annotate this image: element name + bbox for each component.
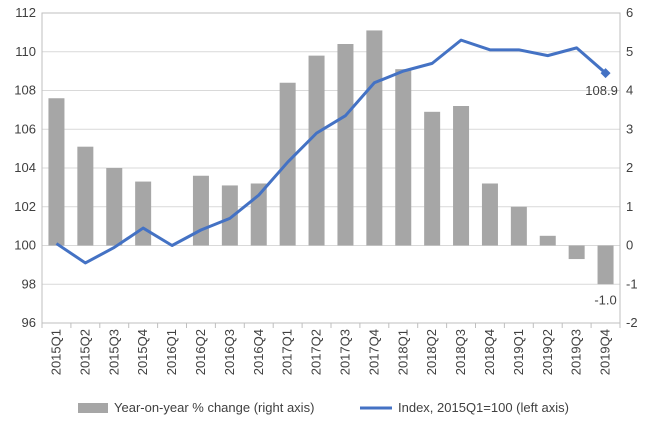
bar-series: [48, 30, 614, 285]
right-axis-tick-label: -2: [626, 315, 638, 330]
x-axis-tick-label: 2016Q3: [222, 329, 237, 375]
index-line-end-marker: [600, 68, 611, 79]
x-axis-tick-label: 2015Q3: [106, 329, 121, 375]
bar: [192, 175, 209, 246]
x-axis-tick-label: 2018Q3: [453, 329, 468, 375]
x-axis-tick-label: 2019Q2: [540, 329, 555, 375]
x-axis-tick-label: 2015Q1: [48, 329, 63, 375]
left-axis-tick-label: 106: [14, 121, 36, 136]
bar: [597, 245, 614, 285]
bar: [510, 206, 527, 246]
x-axis-tick-label: 2017Q1: [280, 329, 295, 375]
x-axis-tick-label: 2019Q1: [511, 329, 526, 375]
left-axis-tick-label: 98: [22, 276, 36, 291]
left-axis-tick-label: 104: [14, 160, 36, 175]
data-label: -1.0: [594, 292, 616, 307]
x-axis-tick-label: 2016Q1: [164, 329, 179, 375]
bar: [250, 183, 267, 246]
right-axis-tick-label: 5: [626, 44, 633, 59]
left-axis-tick-label: 102: [14, 199, 36, 214]
bar: [366, 30, 383, 246]
x-axis-tick-label: 2019Q3: [569, 329, 584, 375]
x-axis-tick-label: 2016Q2: [193, 329, 208, 375]
left-axis-tick-label: 112: [15, 5, 36, 20]
right-axis-tick-label: 1: [626, 199, 633, 214]
right-axis-tick-label: 6: [626, 5, 633, 20]
left-axis-tick-label: 110: [15, 44, 36, 59]
data-labels: 108.9 -1.0: [585, 83, 618, 307]
legend-label-line: Index, 2015Q1=100 (left axis): [398, 400, 569, 415]
x-axis-tick-label: 2018Q1: [395, 329, 410, 375]
x-axis-tick-label: 2018Q4: [482, 329, 497, 375]
index-line: [55, 38, 607, 265]
left-axis-tick-label: 108: [14, 83, 36, 98]
legend-swatch-bar: [78, 403, 108, 413]
bar: [135, 181, 152, 246]
right-axis-tick-label: 2: [626, 160, 633, 175]
left-axis-tick-label: 96: [22, 315, 36, 330]
bar: [539, 235, 556, 246]
bar: [221, 185, 238, 246]
bar: [453, 106, 470, 246]
bar: [308, 55, 325, 246]
x-axis-tick-label: 2017Q4: [366, 329, 381, 375]
legend-label-bar: Year-on-year % change (right axis): [114, 400, 314, 415]
x-axis-tick-label: 2016Q4: [251, 329, 266, 375]
x-axis-tick-label: 2017Q3: [337, 329, 352, 375]
bar: [424, 111, 441, 246]
x-axis-tick-label: 2017Q2: [309, 329, 324, 375]
line-series: [55, 38, 611, 265]
left-axis-tick-label: 100: [14, 238, 36, 253]
bar: [395, 69, 412, 246]
bar: [77, 146, 94, 246]
bar: [106, 168, 123, 246]
bar: [337, 44, 354, 246]
x-axis-tick-label: 2015Q2: [77, 329, 92, 375]
x-axis-tick-label: 2015Q4: [135, 329, 150, 375]
bar: [568, 245, 585, 260]
bar: [48, 98, 65, 246]
right-axis-tick-label: 0: [626, 238, 633, 253]
data-label: 108.9: [585, 83, 618, 98]
x-axis-tick-label: 2019Q4: [598, 329, 613, 375]
legend: Year-on-year % change (right axis) Index…: [78, 400, 569, 415]
x-axis-tick-label: 2018Q2: [424, 329, 439, 375]
right-axis-tick-label: 3: [626, 121, 633, 136]
right-axis-tick-label: -1: [626, 276, 638, 291]
right-axis-tick-label: 4: [626, 83, 633, 98]
axes: 96 98 100 102 104 106 108 110 112 -2 -1 0 1 2 3 4 5 6 2015…: [14, 5, 637, 375]
gridlines: [42, 12, 620, 324]
bar: [481, 183, 498, 246]
